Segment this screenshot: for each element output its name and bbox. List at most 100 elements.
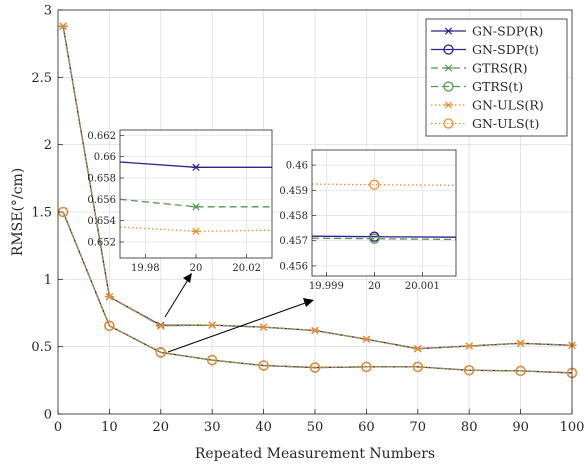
legend-entry: GN-SDP(t) — [431, 42, 539, 57]
x-tick-label: 60 — [358, 420, 375, 435]
inset-series-point-stroke — [192, 203, 200, 211]
series-point — [361, 335, 371, 343]
legend-entry: GTRS(t) — [431, 79, 523, 94]
legend-marker-stroke — [444, 64, 453, 72]
x-tick-label: 20 — [153, 420, 170, 435]
x-tick-label: 50 — [307, 420, 324, 435]
legend-label: GN-ULS(t) — [472, 116, 539, 131]
main-plot-series — [57, 22, 578, 379]
inset-series-line — [311, 235, 457, 238]
inset-1: 19.98 20 20.02 0.652 0.654 0.656 0.658 0.66 0.66… — [87, 129, 273, 274]
legend-entry: GTRS(R) — [431, 61, 527, 76]
legend-marker — [444, 64, 453, 72]
x-tick-label: 100 — [560, 420, 584, 435]
y-tick-label: 1 — [44, 273, 52, 288]
series-point-stroke — [465, 342, 473, 350]
series-point-stroke — [311, 326, 319, 335]
legend-marker — [443, 81, 454, 92]
x-tick-label: 30 — [204, 420, 221, 435]
inset-x-tick-label: 20.001 — [405, 281, 440, 292]
inset-frame — [311, 149, 457, 277]
inset-series-point — [191, 203, 201, 211]
inset-y-tick-label: 0.656 — [87, 195, 116, 206]
legend-label: GN-SDP(t) — [472, 42, 539, 57]
legend-marker — [443, 44, 454, 55]
x-tick-label: 80 — [461, 420, 478, 435]
x-tick-label: 0 — [54, 420, 62, 435]
series-point — [104, 293, 114, 301]
inset-y-tick-label: 0.662 — [87, 131, 116, 142]
legend-entry: GN-SDP(R) — [431, 24, 543, 39]
inset-series-point-stroke — [192, 163, 200, 171]
series-point-stroke — [208, 321, 216, 329]
inset-y-tick-label: 0.458 — [279, 211, 308, 222]
legend-label: GTRS(R) — [472, 61, 527, 76]
series-point-stroke — [59, 22, 67, 30]
legend-marker — [444, 27, 453, 35]
inset-frame — [119, 129, 273, 259]
series-point-stroke — [157, 322, 165, 330]
inset-series-line — [119, 198, 272, 208]
series-point — [310, 326, 320, 335]
y-tick-label: 0 — [44, 408, 52, 423]
series-line — [62, 211, 573, 374]
series-point — [413, 345, 423, 353]
inset-x-tick-label: 19.98 — [131, 263, 160, 274]
inset-2: 19.999 20 20.001 0.456 0.457 0.458 0.459 0.46 — [279, 149, 457, 292]
inset-y-tick-label: 0.654 — [87, 216, 116, 227]
x-tick-label: 70 — [410, 420, 427, 435]
inset-x-tick-label: 19.999 — [309, 281, 344, 292]
x-tick-label: 90 — [512, 420, 529, 435]
legend-marker — [443, 118, 454, 129]
series-point — [58, 22, 68, 30]
y-tick-label: 2 — [44, 138, 52, 153]
legend-label: GTRS(t) — [472, 79, 523, 94]
legend-entry: GN-ULS(t) — [431, 116, 539, 131]
x-axis-label: Repeated Measurement Numbers — [195, 446, 435, 462]
zoom-arrows — [164, 273, 314, 353]
series-4 — [58, 22, 577, 353]
series-point — [207, 321, 217, 329]
zoom-arrowhead-2 — [303, 298, 314, 307]
inset-series-line — [311, 183, 457, 186]
series-point — [515, 365, 526, 377]
inset-series-point — [191, 227, 201, 235]
series-point-stroke — [105, 293, 114, 301]
series-point — [309, 362, 321, 373]
series-point — [464, 365, 475, 376]
inset-x-tick-label: 20.02 — [232, 263, 261, 274]
legend-marker — [444, 101, 453, 109]
y-axis-label: RMSE(°/cm) — [10, 168, 26, 256]
y-tick-label: 1.5 — [31, 206, 52, 221]
inset-x-tick-label: 20 — [368, 281, 381, 292]
series-point-stroke — [362, 335, 371, 343]
series-line — [62, 211, 573, 374]
inset-y-tick-label: 0.456 — [279, 261, 308, 272]
series-point — [259, 323, 269, 331]
inset-x-tick-label: 20 — [190, 263, 203, 274]
series-point — [464, 342, 474, 350]
zoom-arrowhead-1 — [183, 273, 192, 283]
inset-background — [312, 150, 456, 276]
inset-y-tick-label: 0.459 — [279, 186, 308, 197]
inset-series-point — [191, 163, 201, 171]
y-tick-label: 2.5 — [31, 71, 52, 86]
series-point-stroke — [259, 323, 268, 331]
series-point — [516, 339, 526, 347]
inset-series-line — [311, 237, 457, 241]
legend-label: GN-ULS(R) — [472, 98, 544, 113]
series-point — [155, 347, 166, 358]
inset-series-point — [369, 179, 380, 190]
legend-label: GN-SDP(R) — [472, 24, 543, 39]
inset-y-tick-label: 0.66 — [94, 152, 116, 163]
series-point — [258, 360, 269, 371]
inset-series-point — [369, 233, 380, 244]
legend-entry: GN-ULS(R) — [431, 98, 544, 113]
series-point-stroke — [414, 345, 422, 353]
zoom-arrow-2 — [167, 301, 309, 353]
inset-y-tick-label: 0.457 — [279, 236, 308, 247]
x-tick-label: 10 — [101, 420, 118, 435]
inset-y-tick-label: 0.46 — [286, 161, 308, 172]
inset-y-tick-label: 0.652 — [87, 238, 116, 249]
